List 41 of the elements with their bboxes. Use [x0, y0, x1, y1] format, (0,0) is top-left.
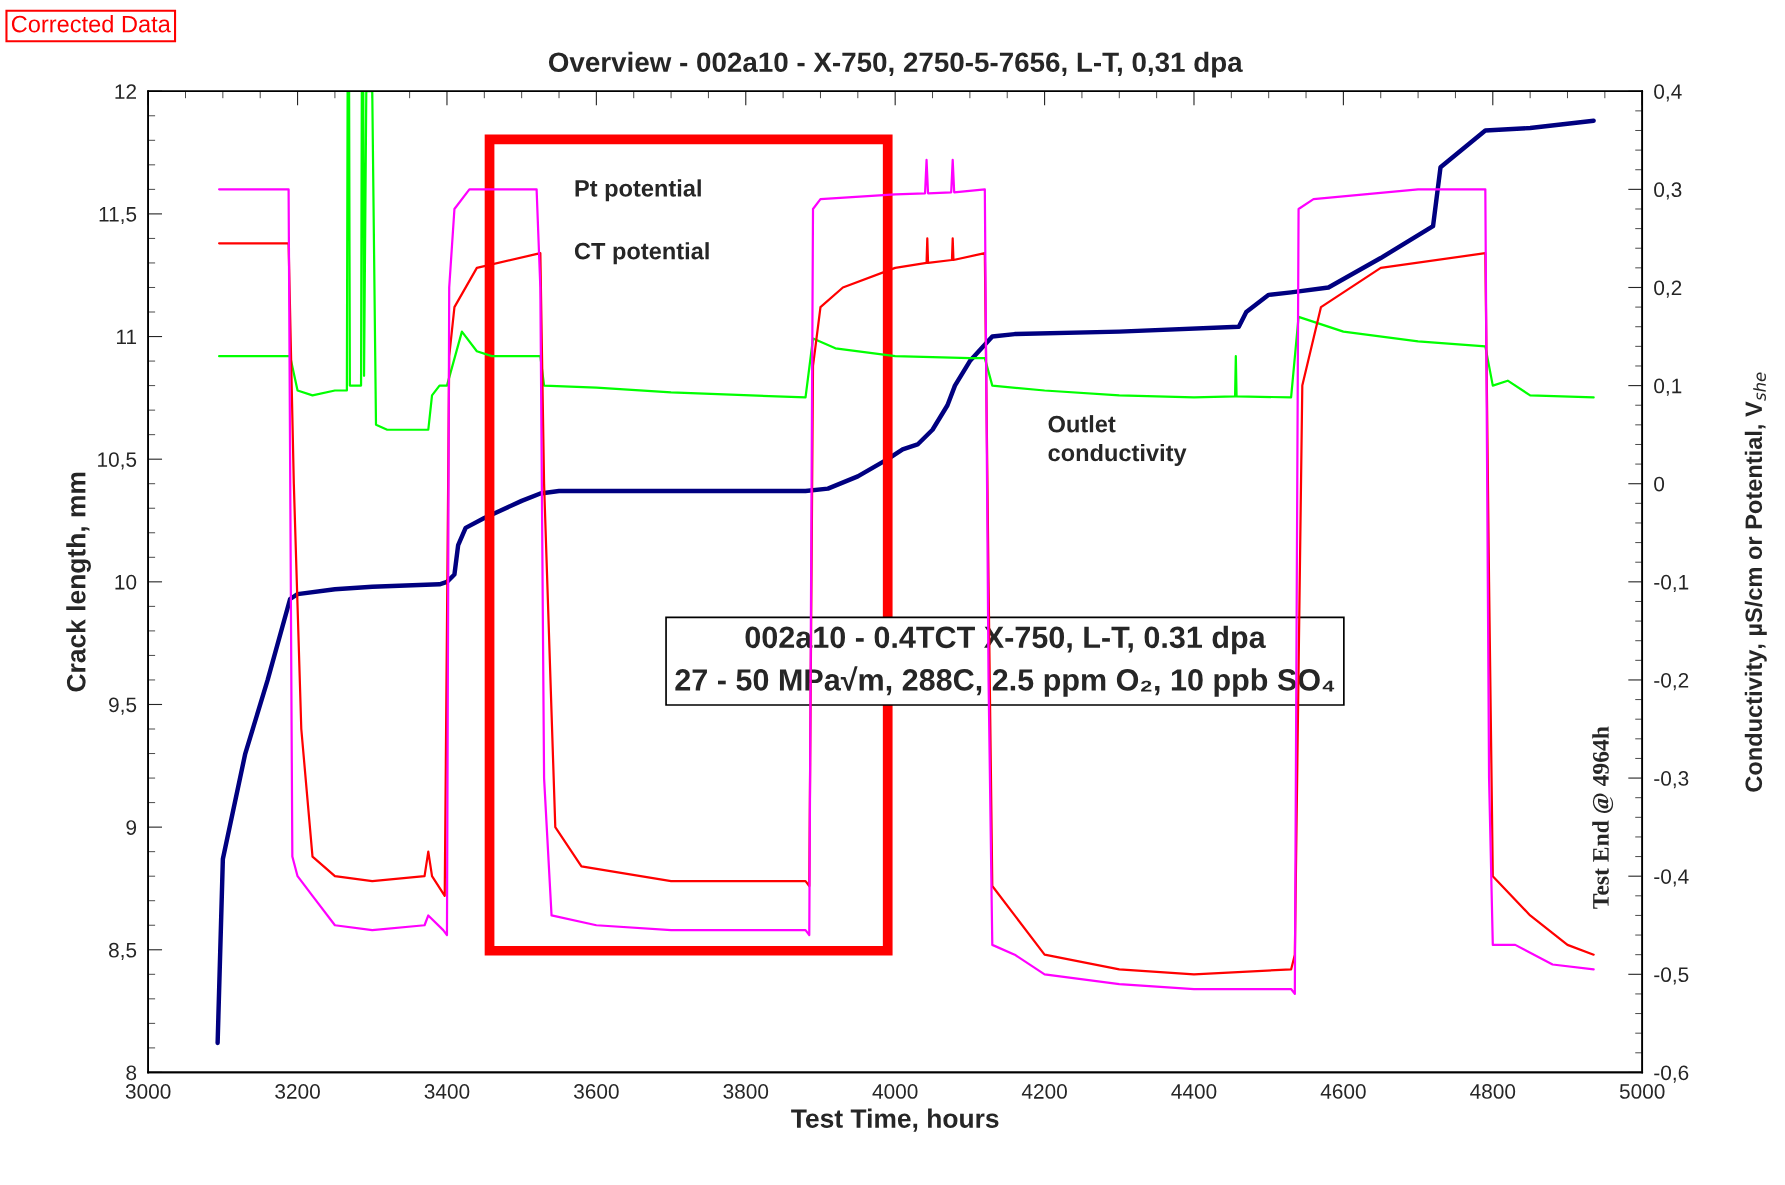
- x-tick-label: 5000: [1619, 1084, 1665, 1099]
- y2-tick-label: 0,2: [1654, 280, 1682, 298]
- y-tick-label: 12: [115, 84, 136, 99]
- x-tick-label: 3000: [125, 1084, 171, 1099]
- y2-tick-label: -0,6: [1654, 1065, 1689, 1083]
- x-tick-label: 4400: [1171, 1084, 1217, 1099]
- y-axis-title: Crack length, mm: [66, 472, 91, 692]
- x-tick-label: 3400: [424, 1084, 470, 1099]
- line-series: [218, 91, 1595, 431]
- y2-tick-label: -0,1: [1654, 574, 1689, 593]
- series-label: Pt potential: [575, 179, 701, 202]
- series-label: CT potential: [574, 242, 709, 265]
- y2-axis-title: Conductivity, µS/cm or Potential, V$_{she}$: [1744, 372, 1767, 792]
- y-tick-label: 8: [126, 1065, 137, 1081]
- y-tick-label: 10,5: [98, 452, 137, 470]
- x-tick-label: 3600: [573, 1084, 619, 1099]
- x-tick-label: 4000: [872, 1084, 918, 1099]
- text: Corrected Data: [11, 15, 171, 33]
- y2-tick-label: 0,3: [1654, 182, 1682, 200]
- y-tick-label: 9,5: [109, 697, 137, 715]
- x-tick-label: 4600: [1320, 1084, 1366, 1099]
- chart-title: Overview - 002a10 - X-750, 2750-5-7656, L-T, 0,31 dpa: [548, 51, 1243, 78]
- y-tick-label: 8,5: [108, 942, 137, 960]
- y2-tick-label: -0,4: [1654, 869, 1689, 887]
- y2-tick-label: -0,5: [1654, 967, 1689, 985]
- y2-tick-label: -0,2: [1654, 672, 1689, 691]
- y-tick-label: 9: [126, 820, 137, 835]
- x-tick-label: 4800: [1470, 1084, 1516, 1099]
- y-tick-label: 10: [115, 574, 137, 590]
- x-axis-title: Test Time, hours: [791, 1108, 999, 1132]
- y-tick-label: 11: [117, 329, 137, 345]
- y2-tick-label: 0,1: [1654, 378, 1682, 396]
- y2-tick-label: 0,4: [1654, 84, 1682, 102]
- y2-tick-label: 0: [1654, 476, 1665, 492]
- series-label: Outlet conductivity: [1048, 415, 1187, 466]
- x-tick-label: 4200: [1021, 1084, 1067, 1099]
- x-tick-label: 3800: [723, 1084, 769, 1099]
- y2-tick-label: -0,3: [1654, 771, 1689, 789]
- y-tick-label: 11,5: [99, 207, 137, 225]
- annotation: Test End @ 4964h: [1592, 726, 1614, 909]
- x-tick-label: 3200: [275, 1084, 320, 1099]
